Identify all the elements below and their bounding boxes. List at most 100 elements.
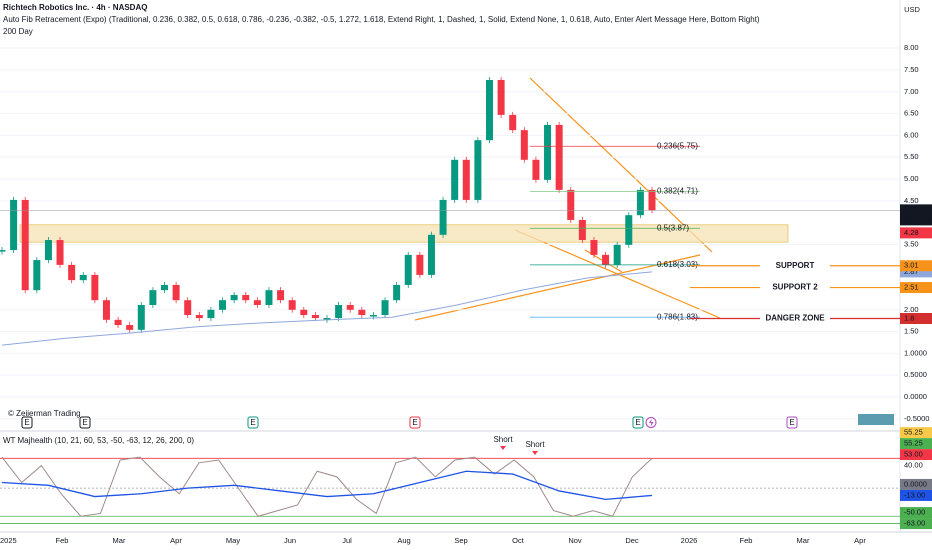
y-tick-label: 5.00 — [904, 174, 919, 183]
event-icon — [409, 416, 421, 429]
candle — [21, 199, 29, 291]
x-tick-label: Apr — [170, 536, 182, 545]
axis-label-box — [900, 438, 932, 450]
axis-label-box — [900, 518, 932, 530]
y-tick-label: 0.0000 — [904, 392, 927, 401]
candle — [636, 189, 644, 216]
y-tick-label: -0.5000 — [904, 414, 929, 423]
axis-label: 55.25 — [904, 428, 923, 437]
candle — [265, 290, 273, 305]
candle — [114, 319, 122, 326]
candle — [486, 80, 493, 141]
axis-label: -13.00 — [904, 490, 925, 499]
ma-legend: 200 Day — [3, 27, 33, 36]
axis-label-box — [900, 478, 932, 490]
candle — [439, 199, 447, 235]
candle — [91, 274, 99, 301]
oscillator-line — [1, 456, 653, 517]
currency: USD — [904, 5, 920, 14]
event-label: E — [635, 418, 640, 427]
candle — [311, 315, 319, 319]
candle — [625, 215, 633, 245]
event-icon — [79, 416, 91, 429]
candle — [230, 294, 238, 301]
x-tick-label: Mar — [797, 536, 810, 545]
signal-label: Short — [525, 440, 545, 449]
y-tick-label: 1.50 — [904, 327, 919, 336]
support-label-bg — [760, 281, 830, 294]
event-label: E — [250, 418, 255, 427]
candle — [33, 260, 41, 291]
y-tick-label: 5.50 — [904, 152, 919, 161]
signal-marker — [532, 451, 538, 455]
axis-label-box — [900, 449, 932, 461]
candle — [602, 254, 610, 265]
y-tick-label: 0.5000 — [904, 370, 927, 379]
candle — [149, 290, 157, 305]
x-tick-label: Jul — [342, 536, 352, 545]
watermark: © Zeiierman Trading — [8, 409, 81, 418]
candle — [253, 300, 261, 305]
candle — [335, 304, 343, 319]
axis-label-box — [900, 507, 932, 519]
y-tick-label: 6.00 — [904, 130, 919, 139]
candle — [613, 244, 621, 265]
axis-label-box — [900, 460, 932, 472]
x-tick-label: Nov — [568, 536, 582, 545]
last-price-box — [900, 204, 932, 226]
event-label: E — [24, 418, 29, 427]
candle — [578, 219, 586, 241]
axis-label-box — [900, 427, 932, 439]
candle — [219, 300, 227, 310]
fib-label: 0.786(1.83) — [657, 312, 698, 321]
candle — [509, 114, 517, 131]
axis-label: 2.51 — [904, 283, 919, 292]
axis-label: 3.01 — [904, 261, 919, 270]
y-tick-label: 2.00 — [904, 305, 919, 314]
x-tick-label: Aug — [397, 536, 410, 545]
candle — [323, 318, 331, 320]
fib-label: 0.382(4.71) — [657, 187, 698, 196]
event-icon — [632, 416, 644, 429]
candle — [79, 274, 87, 281]
x-tick-label: Sep — [454, 536, 467, 545]
event-label: E — [412, 418, 417, 427]
axis-label: 55.25 — [904, 439, 923, 448]
axis-label: 40.00 — [904, 461, 923, 470]
candle — [393, 284, 401, 301]
candle — [288, 300, 296, 310]
countdown: 02:27:46 — [903, 214, 932, 223]
trendline — [529, 77, 713, 253]
support-label: SUPPORT — [776, 261, 815, 270]
axis-label: 0.0000 — [904, 479, 927, 488]
event-icon — [21, 416, 33, 429]
candle — [451, 159, 459, 200]
candle — [10, 199, 18, 251]
candle — [277, 290, 285, 301]
signal-label: Short — [493, 435, 513, 444]
candle — [172, 284, 180, 301]
fib-label: 0.236(5.75) — [657, 141, 698, 150]
x-tick-label: Jun — [284, 536, 296, 545]
candle — [161, 284, 168, 291]
price-label: 4.28 — [904, 228, 919, 237]
axis-label: -50.00 — [904, 508, 925, 517]
x-tick-label: May — [226, 536, 240, 545]
x-tick-label: Feb — [740, 536, 753, 545]
y-tick-label: 7.00 — [904, 87, 919, 96]
candle — [184, 300, 192, 316]
candle — [44, 240, 52, 261]
symbol-title: Richtech Robotics Inc. · 4h · NASDAQ — [3, 3, 147, 12]
x-tick-label: Dec — [625, 536, 639, 545]
support-label-bg — [760, 259, 830, 272]
x-tick-label: Apr — [854, 536, 866, 545]
candle — [544, 124, 552, 180]
x-tick-label: 2025 — [0, 536, 17, 545]
candle — [648, 189, 656, 211]
moving-average — [1, 271, 653, 346]
axis-label-box — [900, 260, 932, 272]
axis-label: -63.00 — [904, 519, 925, 528]
candle — [381, 300, 389, 316]
